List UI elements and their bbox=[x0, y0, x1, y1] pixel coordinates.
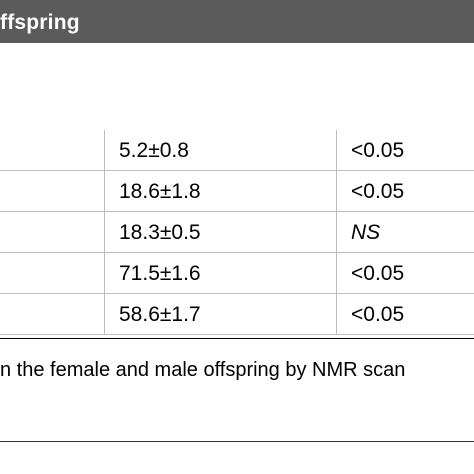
header-row: Met P bbox=[0, 44, 474, 85]
p-value: <0.05 bbox=[336, 171, 474, 211]
n-cell-p bbox=[336, 85, 474, 125]
p-value: NS bbox=[336, 212, 474, 252]
met-value: 71.5±1.6 bbox=[104, 253, 336, 293]
table-frame bbox=[0, 0, 474, 442]
table-row: 71.5±1.6 <0.05 bbox=[0, 253, 474, 294]
met-value: 18.3±0.5 bbox=[104, 212, 336, 252]
row-label-cell bbox=[0, 294, 104, 334]
row-label-cell bbox=[0, 253, 104, 293]
table-row: 18.3±0.5 NS bbox=[0, 212, 474, 253]
p-value: <0.05 bbox=[336, 130, 474, 170]
n-cell-empty bbox=[0, 85, 104, 125]
table-row: 18.6±1.8 <0.05 bbox=[0, 171, 474, 212]
met-value: 5.2±0.8 bbox=[104, 130, 336, 170]
table-caption: n the female and male offspring by NMR s… bbox=[0, 359, 406, 381]
table-title: ffspring bbox=[0, 11, 80, 34]
row-label-cell bbox=[0, 212, 104, 252]
met-value: 18.6±1.8 bbox=[104, 171, 336, 211]
table-row: 58.6±1.7 <0.05 bbox=[0, 294, 474, 335]
met-value: 58.6±1.7 bbox=[104, 294, 336, 334]
row-label-cell bbox=[0, 130, 104, 170]
table-bottom-rule bbox=[0, 338, 474, 339]
table-title-bar: ffspring bbox=[0, 0, 474, 43]
p-value: <0.05 bbox=[336, 253, 474, 293]
row-label-cell bbox=[0, 171, 104, 211]
header-cell-p: P bbox=[336, 44, 474, 84]
n-row: n=16 bbox=[0, 85, 474, 126]
p-value: <0.05 bbox=[336, 294, 474, 334]
header-cell-met: Met bbox=[104, 44, 336, 84]
n-cell-met: n=16 bbox=[104, 85, 336, 125]
table-row: 5.2±0.8 <0.05 bbox=[0, 130, 474, 171]
header-cell-empty bbox=[0, 44, 104, 84]
